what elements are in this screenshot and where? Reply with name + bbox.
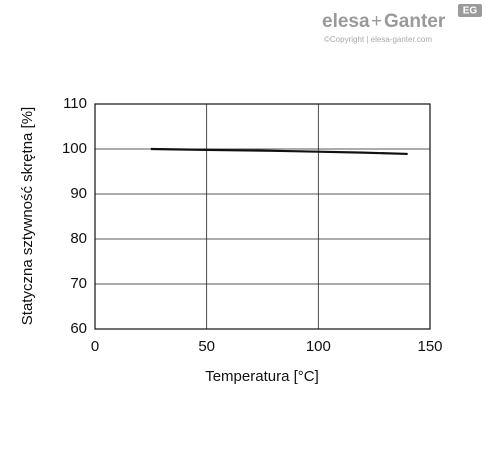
y-tick-label: 100 bbox=[62, 140, 87, 157]
logo: elesa + Ganter EG ©Copyright | elesa-gan… bbox=[322, 4, 482, 44]
y-tick-label: 110 bbox=[63, 95, 87, 112]
logo-badge: EG bbox=[463, 6, 478, 17]
logo-badge-bg bbox=[458, 4, 482, 17]
y-tick-label: 60 bbox=[70, 320, 87, 337]
x-tick-label: 50 bbox=[198, 338, 215, 355]
logo-brand-right: Ganter bbox=[384, 11, 446, 32]
data-line bbox=[150, 147, 408, 156]
logo-plus: + bbox=[371, 11, 382, 32]
logo-copyright: ©Copyright | elesa-ganter.com bbox=[324, 35, 432, 44]
y-tick-label: 80 bbox=[70, 230, 87, 247]
x-tick-label: 100 bbox=[306, 338, 331, 355]
y-axis-label: Statyczna sztywność skrętna [%] bbox=[19, 107, 36, 325]
x-tick-label: 150 bbox=[417, 338, 442, 355]
logo-brand-left: elesa bbox=[322, 11, 370, 32]
y-tick-label: 70 bbox=[70, 275, 87, 292]
plot-frame bbox=[94, 103, 431, 330]
x-tick-label: 0 bbox=[91, 338, 99, 355]
x-axis-label: Temperatura [°C] bbox=[205, 368, 319, 385]
y-tick-label: 90 bbox=[70, 185, 87, 202]
